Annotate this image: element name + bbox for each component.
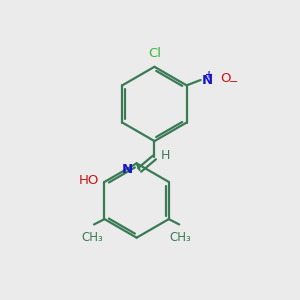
Text: HO: HO xyxy=(79,174,99,187)
Text: N: N xyxy=(202,74,213,86)
Text: O: O xyxy=(220,72,231,85)
Text: H: H xyxy=(161,148,170,162)
Text: Cl: Cl xyxy=(148,47,161,60)
Text: N: N xyxy=(122,163,133,176)
Text: CH₃: CH₃ xyxy=(82,231,104,244)
Text: −: − xyxy=(229,77,238,87)
Text: +: + xyxy=(205,70,213,80)
Text: CH₃: CH₃ xyxy=(170,231,192,244)
